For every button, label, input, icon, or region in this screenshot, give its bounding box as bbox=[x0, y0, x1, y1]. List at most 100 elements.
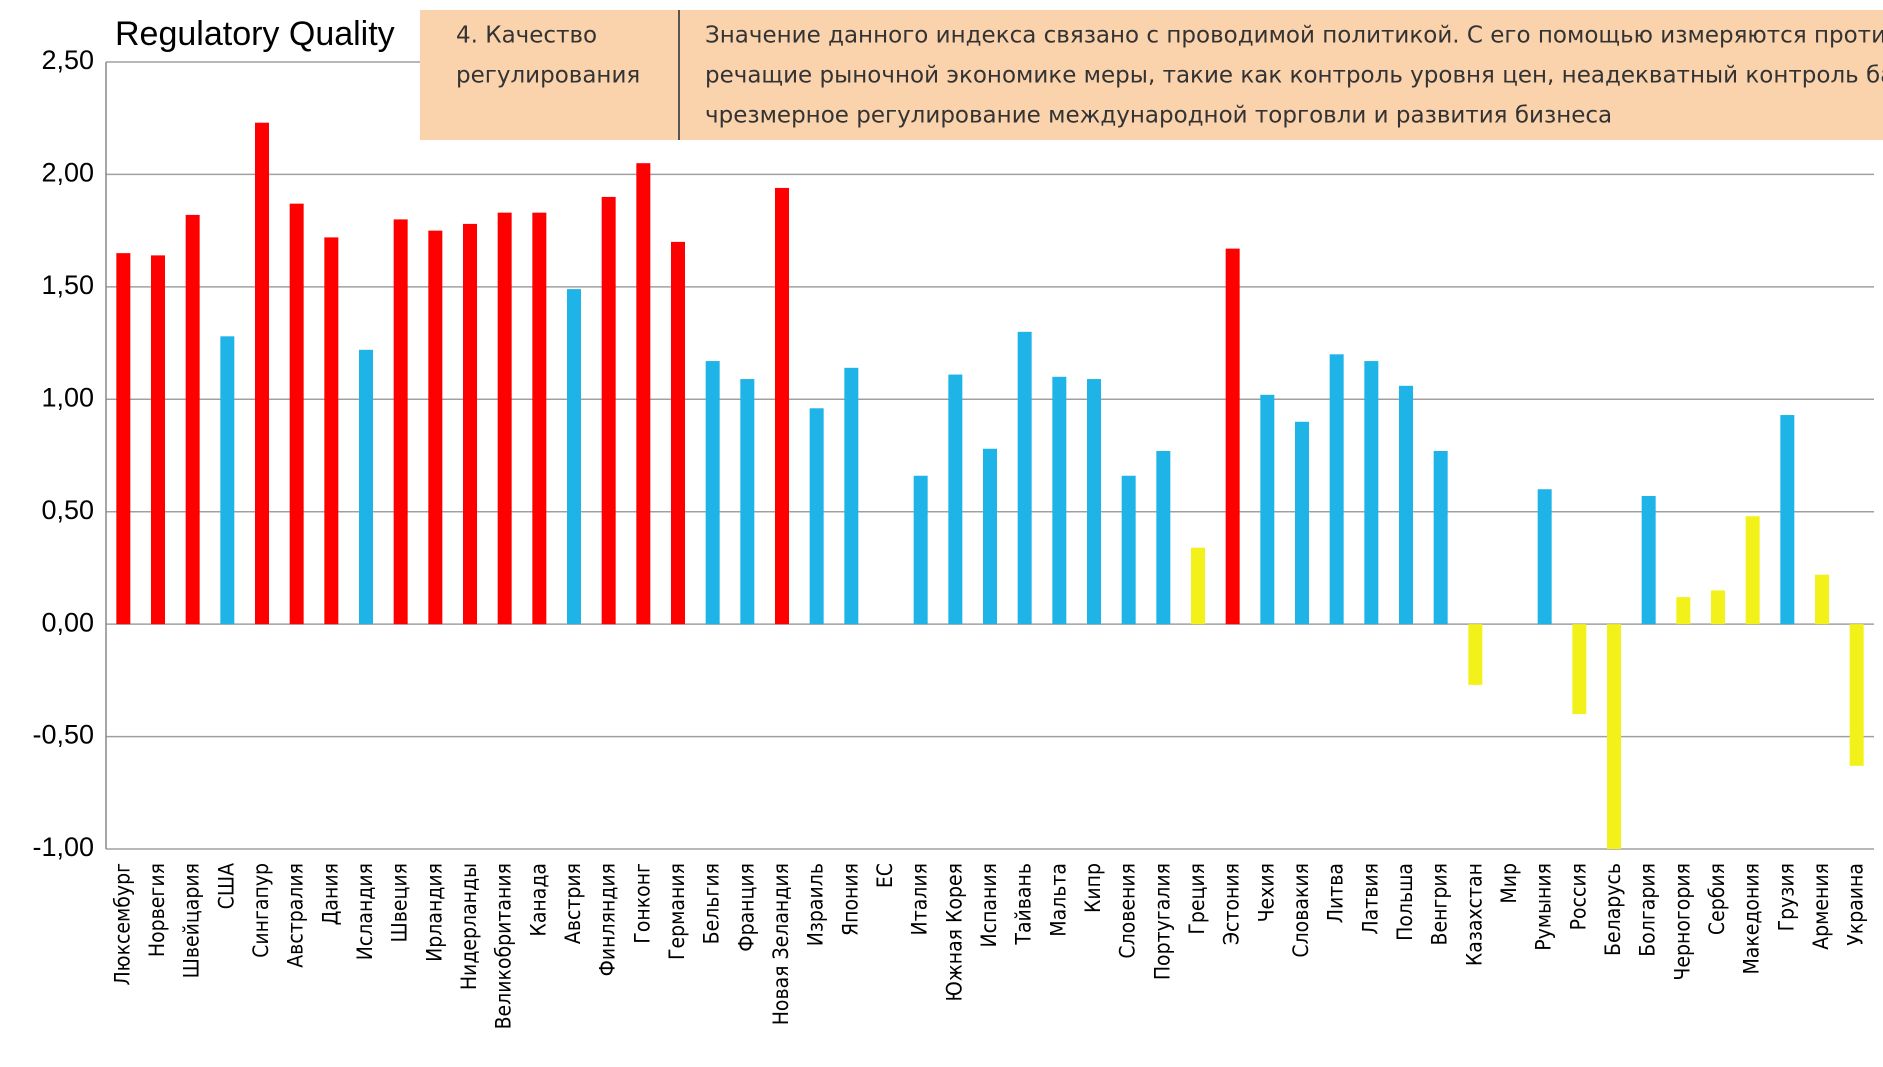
x-tick-label: Кипр bbox=[1081, 863, 1105, 913]
x-tick-label: Австралия bbox=[284, 863, 308, 968]
x-tick-label: Мир bbox=[1497, 863, 1521, 904]
x-tick-label: Германия bbox=[665, 863, 689, 960]
x-tick-label: Финляндия bbox=[596, 863, 620, 976]
panel-description: речащие рыночной экономике меры, такие к… bbox=[705, 63, 1883, 89]
x-tick-label: Словения bbox=[1116, 863, 1140, 959]
bar bbox=[809, 408, 824, 625]
panel-box bbox=[420, 10, 1883, 140]
bar bbox=[1329, 354, 1344, 625]
x-tick-label: Бельгия bbox=[700, 863, 724, 944]
bar bbox=[1295, 421, 1309, 625]
x-tick-label: Гонконг bbox=[630, 863, 654, 944]
bar bbox=[1849, 624, 1864, 766]
x-tick-label: Новая Зеландия bbox=[769, 863, 793, 1025]
bar bbox=[1433, 451, 1448, 625]
x-tick-label: Беларусь bbox=[1601, 863, 1625, 956]
x-tick-label: Япония bbox=[838, 863, 862, 936]
x-tick-label: Украина bbox=[1844, 863, 1868, 946]
y-tick-label: 2,00 bbox=[41, 158, 94, 188]
x-tick-label: Македония bbox=[1740, 863, 1764, 975]
x-tick-label: ЕС bbox=[873, 863, 897, 888]
bar bbox=[289, 203, 304, 625]
x-tick-label: Израиль bbox=[804, 863, 828, 946]
x-tick-label: Словакия bbox=[1289, 863, 1313, 958]
bar bbox=[1780, 415, 1795, 625]
bar bbox=[1676, 597, 1691, 625]
bar bbox=[636, 163, 651, 625]
bar bbox=[1156, 451, 1171, 625]
x-tick-label: Румыния bbox=[1532, 863, 1556, 951]
bar bbox=[1121, 475, 1136, 625]
bar bbox=[1745, 516, 1760, 625]
chart-title: Regulatory Quality bbox=[115, 15, 395, 53]
x-tick-label: Италия bbox=[908, 863, 932, 935]
y-tick-label: 1,50 bbox=[41, 270, 94, 300]
x-tick-label: Ирландия bbox=[422, 863, 446, 962]
y-tick-label: 0,50 bbox=[41, 495, 94, 525]
bar bbox=[601, 196, 616, 625]
bar bbox=[116, 253, 131, 625]
bar bbox=[255, 122, 269, 625]
x-tick-label: Португалия bbox=[1150, 863, 1174, 980]
bar bbox=[1711, 590, 1725, 625]
x-tick-label: Венгрия bbox=[1428, 863, 1452, 946]
bar bbox=[1017, 331, 1032, 625]
x-tick-label: Тайвань bbox=[1012, 863, 1036, 946]
bar bbox=[1468, 624, 1483, 685]
bar bbox=[324, 237, 339, 625]
bar bbox=[567, 289, 581, 625]
x-tick-label: Швейцария bbox=[180, 863, 204, 978]
bar bbox=[948, 374, 963, 625]
x-tick-label: Польша bbox=[1393, 863, 1417, 941]
x-tick-label: Мальта bbox=[1046, 863, 1070, 937]
bar bbox=[1052, 376, 1067, 625]
x-tick-label: США bbox=[214, 863, 238, 909]
x-tick-label: Казахстан bbox=[1462, 863, 1486, 966]
x-tick-label: Черногория bbox=[1670, 863, 1694, 981]
bar bbox=[1607, 624, 1621, 849]
bar bbox=[775, 187, 789, 625]
bar bbox=[220, 336, 235, 625]
x-tick-label: Испания bbox=[977, 863, 1001, 947]
x-tick-label: Сингапур bbox=[249, 863, 273, 958]
bar bbox=[1260, 394, 1275, 625]
bar bbox=[913, 475, 928, 625]
bar bbox=[671, 241, 685, 625]
bar bbox=[151, 255, 165, 625]
x-tick-label: Сербия bbox=[1705, 863, 1729, 935]
x-tick-label: Дания bbox=[318, 863, 342, 925]
x-tick-label: Армения bbox=[1809, 863, 1833, 950]
bar bbox=[497, 212, 512, 625]
bar bbox=[393, 219, 408, 625]
bar bbox=[983, 448, 997, 625]
x-tick-label: Швеция bbox=[388, 863, 412, 942]
x-tick-label: Россия bbox=[1566, 863, 1590, 930]
y-tick-label: 0,00 bbox=[41, 607, 94, 637]
y-tick-label: 1,00 bbox=[41, 382, 94, 412]
x-tick-label: Греция bbox=[1185, 863, 1209, 935]
bar bbox=[1191, 547, 1205, 625]
bar bbox=[1364, 361, 1379, 625]
panel-description: Значение данного индекса связано с прово… bbox=[705, 23, 1883, 49]
bar bbox=[1572, 624, 1587, 715]
bar bbox=[185, 214, 200, 625]
panel-description: чрезмерное регулирование международной т… bbox=[705, 103, 1612, 129]
bar bbox=[532, 212, 547, 625]
y-tick-label: -1,00 bbox=[32, 832, 94, 862]
bar bbox=[359, 349, 373, 625]
x-tick-label: Великобритания bbox=[492, 863, 516, 1029]
bar bbox=[1537, 489, 1552, 625]
x-tick-label: Литва bbox=[1324, 863, 1348, 923]
x-tick-label: Латвия bbox=[1358, 863, 1382, 935]
bar bbox=[740, 379, 755, 625]
x-tick-label: Грузия bbox=[1774, 863, 1798, 931]
bar bbox=[1225, 248, 1240, 625]
x-tick-label: Франция bbox=[734, 863, 758, 952]
x-tick-label: Норвегия bbox=[145, 863, 169, 957]
x-tick-label: Эстония bbox=[1220, 863, 1244, 945]
x-tick-label: Люксембург bbox=[110, 863, 134, 986]
panel-heading: 4. Качество bbox=[456, 23, 597, 49]
y-tick-label: -0,50 bbox=[32, 720, 94, 750]
bar bbox=[428, 230, 443, 625]
